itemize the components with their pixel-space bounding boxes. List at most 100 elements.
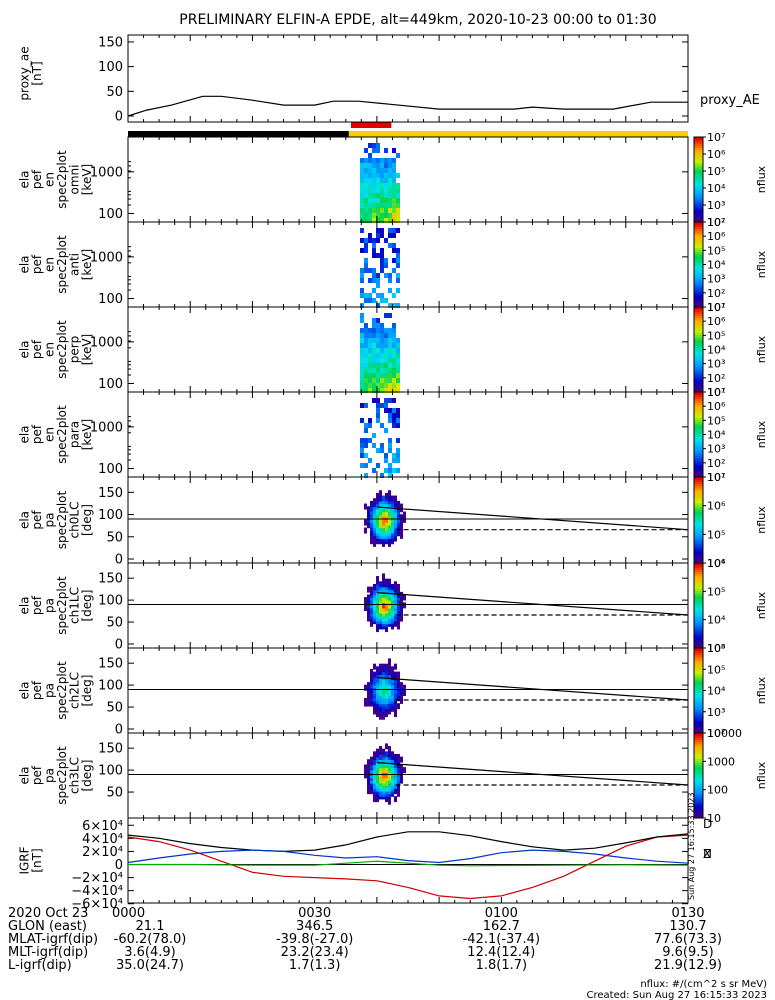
colorbar-cell bbox=[694, 362, 703, 365]
heatmap-cell bbox=[384, 353, 388, 358]
heatmap-cell bbox=[364, 388, 368, 393]
heatmap-cell bbox=[372, 318, 376, 323]
colorbar-tick-label: 10² bbox=[707, 216, 725, 229]
heatmap-cell bbox=[396, 423, 400, 428]
colorbar-cell bbox=[694, 481, 703, 484]
heatmap-cell bbox=[376, 323, 380, 328]
heatmap-cell bbox=[373, 751, 376, 758]
heatmap-cell bbox=[380, 198, 384, 203]
heatmap-cell bbox=[388, 383, 392, 388]
colorbar-cell bbox=[694, 234, 703, 238]
heatmap-cell bbox=[380, 188, 384, 193]
colorbar-cell bbox=[694, 266, 703, 270]
heatmap-cell bbox=[400, 769, 403, 776]
colorbar-cell bbox=[694, 273, 703, 276]
colorbar-tick-label: 10⁷ bbox=[707, 216, 725, 229]
heatmap-cell bbox=[384, 148, 388, 153]
heatmap-cell bbox=[367, 506, 370, 513]
en-perp-tick-label: 100 bbox=[98, 377, 123, 392]
heatmap-cell bbox=[368, 338, 372, 343]
igrf-series-green bbox=[128, 860, 689, 867]
colorbar-cell bbox=[694, 794, 703, 798]
igrf-series-Z bbox=[127, 831, 689, 853]
colorbar-cell bbox=[694, 515, 703, 519]
igrf-tick-label: 0 bbox=[115, 858, 123, 873]
heatmap-cell bbox=[384, 408, 388, 413]
heatmap-cell bbox=[380, 343, 384, 348]
colorbar-cell bbox=[694, 762, 703, 766]
pa-ch1lc-heatmap bbox=[364, 573, 406, 633]
colorbar-cell bbox=[694, 194, 703, 197]
colorbar-cell bbox=[694, 241, 703, 244]
heatmap-cell bbox=[384, 388, 388, 393]
heatmap-cell bbox=[400, 695, 403, 702]
igrf-tick-label: −6×10⁴ bbox=[71, 897, 123, 912]
heatmap-cell bbox=[384, 378, 388, 383]
colorbar-cell bbox=[694, 614, 703, 617]
colorbar-cell bbox=[694, 287, 703, 291]
colorbar-cell bbox=[694, 699, 703, 702]
heatmap-cell bbox=[368, 153, 372, 158]
heatmap-cell bbox=[392, 343, 396, 348]
x-axis-row-value: -39.8(-27.0) bbox=[276, 932, 353, 947]
colorbar-cell bbox=[694, 483, 703, 487]
heatmap-cell bbox=[372, 213, 376, 218]
pa-ch2lc-tick-label: 100 bbox=[98, 679, 123, 694]
colorbar-cell bbox=[694, 656, 703, 660]
colorbar-cell bbox=[694, 507, 703, 510]
heatmap-cell bbox=[396, 368, 400, 373]
y-axis-label-line: [deg] bbox=[80, 760, 94, 792]
colorbar-cell bbox=[694, 592, 703, 596]
colorbar-cell bbox=[694, 618, 703, 621]
colorbar-cell bbox=[694, 758, 703, 762]
heatmap-cell bbox=[360, 288, 364, 293]
heatmap-cell bbox=[376, 293, 380, 298]
heatmap-cell bbox=[376, 188, 380, 193]
heatmap-cell bbox=[392, 458, 396, 463]
heatmap-cell bbox=[372, 168, 376, 173]
colorbar-cell bbox=[694, 409, 703, 412]
heatmap-cell bbox=[376, 178, 380, 183]
colorbar-cell bbox=[694, 232, 703, 236]
heatmap-cell bbox=[360, 373, 364, 378]
heatmap-cell bbox=[396, 228, 400, 233]
colorbar-cell bbox=[694, 679, 703, 683]
heatmap-cell bbox=[368, 218, 372, 223]
heatmap-cell bbox=[364, 358, 368, 363]
heatmap-cell bbox=[360, 333, 364, 338]
colorbar-cell bbox=[694, 332, 703, 336]
colorbar-cell bbox=[694, 547, 703, 551]
colorbar-cell bbox=[694, 158, 703, 161]
heatmap-cell bbox=[368, 388, 372, 393]
x-axis-row-label: MLAT-igrf(dip) bbox=[8, 932, 98, 947]
heatmap-cell bbox=[360, 418, 364, 423]
colorbar-cell bbox=[694, 438, 703, 442]
colorbar-cell bbox=[694, 541, 703, 545]
y-axis-label-line: [keV] bbox=[80, 419, 94, 450]
colorbar-cell bbox=[694, 228, 703, 231]
colorbar-cell bbox=[694, 624, 703, 628]
colorbar-cell bbox=[694, 381, 703, 384]
heatmap-cell bbox=[380, 293, 384, 298]
colorbar-cell bbox=[694, 522, 703, 525]
zone-red-marker bbox=[351, 122, 392, 128]
colorbar-cell bbox=[694, 243, 703, 246]
colorbar-cell bbox=[694, 756, 703, 759]
heatmap-cell bbox=[364, 423, 368, 428]
heatmap-cell bbox=[384, 373, 388, 378]
pa-ch0lc-tick-label: 0 bbox=[115, 553, 123, 568]
heatmap-cell bbox=[376, 273, 380, 278]
heatmap-cell bbox=[384, 213, 388, 218]
colorbar-cell bbox=[694, 368, 703, 372]
colorbar-cell bbox=[694, 735, 703, 738]
colorbar-cell bbox=[694, 639, 703, 643]
colorbar-cell bbox=[694, 739, 703, 742]
y-axis-label-line: ela bbox=[18, 170, 32, 188]
y-axis-label-line: spec2plot bbox=[55, 235, 69, 294]
colorbar-cell bbox=[694, 173, 703, 176]
heatmap-cell bbox=[368, 373, 372, 378]
y-axis-label-line: anti bbox=[68, 253, 82, 276]
colorbar-cell bbox=[694, 803, 703, 806]
heatmap-cell bbox=[388, 438, 392, 443]
